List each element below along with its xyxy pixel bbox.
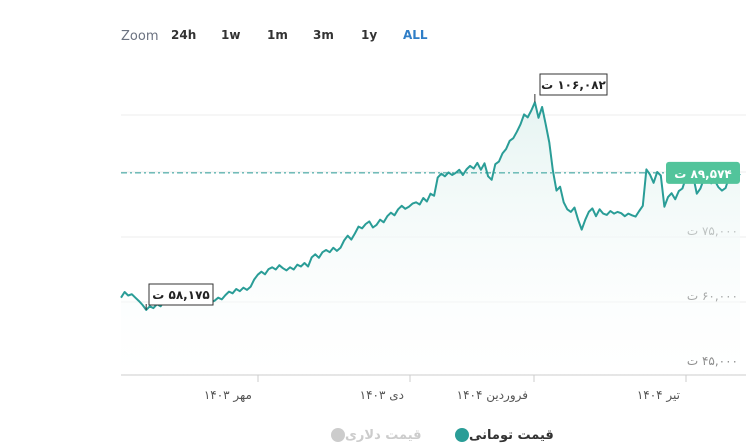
max-price-annotation-label: ۱۰۶,۰۸۲ ت <box>541 78 606 92</box>
series-line-toman <box>120 101 741 311</box>
x-tick-label: تیر ۱۴۰۴ <box>637 388 680 403</box>
legend-dot-toman <box>455 428 469 442</box>
x-tick-label: فروردین ۱۴۰۴ <box>457 388 528 403</box>
series-area-toman <box>121 102 740 376</box>
current-price-badge <box>666 161 740 184</box>
legend-dot-dollar <box>331 428 345 442</box>
zoom-1y-button[interactable]: 1y <box>361 28 378 42</box>
max-price-annotation-box <box>539 73 608 96</box>
legend-item-dollar[interactable]: قیمت دلاری <box>324 425 422 445</box>
x-axis: مهر ۱۴۰۳ دی ۱۴۰۳ فروردین ۱۴۰۴ تیر ۱۴۰۴ <box>121 374 746 403</box>
zoom-1m-button[interactable]: 1m <box>267 28 288 42</box>
zoom-label: Zoom <box>121 28 159 44</box>
zoom-bar: Zoom <box>121 26 168 46</box>
x-tick-label: مهر ۱۴۰۳ <box>204 388 252 403</box>
legend-item-toman[interactable]: قیمت تومانی <box>448 425 554 445</box>
annotations: ۵۸,۱۷۵ ت ۱۰۶,۰۸۲ ت ۸۹,۵۷۴ ت <box>145 73 740 310</box>
x-tick-label: دی ۱۴۰۳ <box>360 388 404 402</box>
legend-label-dollar: قیمت دلاری <box>345 427 422 443</box>
legend-label-toman: قیمت تومانی <box>469 427 554 443</box>
min-price-annotation-box <box>148 283 214 306</box>
current-price-label: ۸۹,۵۷۴ ت <box>674 167 731 181</box>
zoom-1w-button[interactable]: 1w <box>221 28 241 42</box>
zoom-all-button[interactable]: ALL <box>403 28 428 42</box>
zoom-3m-button[interactable]: 3m <box>313 28 334 42</box>
min-price-annotation-label: ۵۸,۱۷۵ ت <box>152 288 209 302</box>
zoom-24h-button[interactable]: 24h <box>171 28 197 42</box>
